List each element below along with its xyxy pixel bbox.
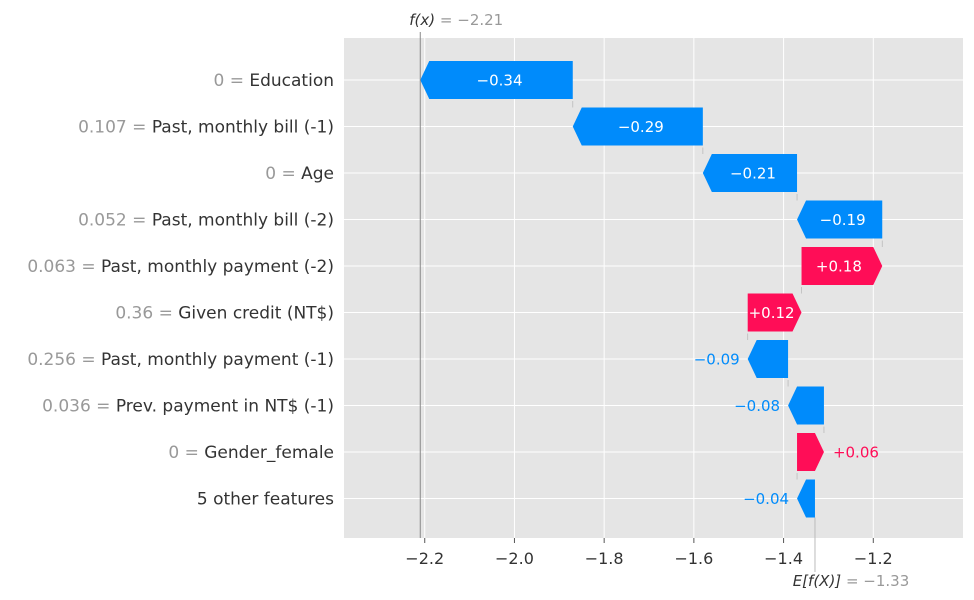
feature-name: Past, monthly bill (-2) [152,211,334,231]
bar-value-label: +0.18 [816,258,862,276]
feature-value: 0.063 = [27,257,101,277]
bar-value-label: +0.12 [749,304,795,322]
negative-contribution-bar [572,107,703,146]
positive-contribution-bar [801,247,883,285]
negative-contribution-bar [797,200,883,239]
x-tick-label: −1.6 [674,549,713,568]
fx-annotation: f(x) = −2.21 [409,11,503,29]
feature-value: 0.256 = [27,350,101,370]
feature-value: 0.036 = [42,397,116,417]
feature-value: 0 = [213,71,249,91]
x-tick-label: −1.4 [764,549,803,568]
negative-contribution-bar [702,154,798,192]
feature-name: Given credit (NT$) [178,304,334,324]
feature-name: Past, monthly payment (-2) [101,257,334,277]
feature-name: Age [301,164,334,184]
feature-label: 0 = Gender_female [168,443,334,463]
feature-label: 0.256 = Past, monthly payment (-1) [27,350,334,370]
feature-label: 0.063 = Past, monthly payment (-2) [27,257,334,277]
feature-value: 0.052 = [78,211,152,231]
negative-contribution-bar [788,386,824,425]
ex-value: = −1.33 [846,572,909,590]
connectors [572,101,883,480]
bar-value-label: +0.06 [833,444,879,462]
feature-label: 0.107 = Past, monthly bill (-1) [78,118,334,138]
feature-value: 0.107 = [78,118,152,138]
negative-contribution-bar [797,479,815,518]
feature-label: 0 = Age [265,164,334,184]
bar-value-label: −0.29 [618,118,664,136]
bar-value-label: −0.08 [734,397,780,415]
feature-value: 0.36 = [115,304,178,324]
x-tick-label: −1.8 [585,549,624,568]
x-tick-label: −1.2 [854,549,893,568]
negative-contribution-bar [420,61,573,99]
x-axis: −2.2 −2.0 −1.8 −1.6 −1.4 −1.2 [405,538,893,568]
x-tick-label: −2.0 [495,549,534,568]
negative-contribution-bar [747,340,789,378]
bar-value-label: −0.21 [730,165,776,183]
feature-label: 5 other features [197,490,334,510]
feature-value: 0 = [265,164,301,184]
feature-label: 0.36 = Given credit (NT$) [115,304,334,324]
feature-name: 5 other features [197,490,334,510]
bars: −0.34 −0.29 −0.21 −0.19 +0.18 +0.12 −0.09 −0.08… [420,61,883,518]
feature-name: Prev. payment in NT$ (-1) [116,397,334,417]
fx-value: = −2.21 [440,11,503,29]
feature-name: Gender_female [204,443,334,463]
feature-labels: 0 = Education 0.107 = Past, monthly bill … [27,71,334,510]
bar-value-label: −0.04 [743,490,789,508]
feature-label: 0.052 = Past, monthly bill (-2) [78,211,334,231]
ex-label: E[f(X)] [793,572,842,590]
positive-contribution-bar [747,293,802,332]
feature-label: 0 = Education [213,71,334,91]
expected-value-annotation: E[f(X)] = −1.33 [793,572,910,590]
feature-name: Past, monthly bill (-1) [152,118,334,138]
feature-name: Past, monthly payment (-1) [101,350,334,370]
gridlines [344,38,963,538]
bar-value-label: −0.34 [477,72,523,90]
fx-label: f(x) [409,11,435,29]
bar-value-label: −0.09 [694,351,740,369]
bar-value-label: −0.19 [820,211,866,229]
feature-label: 0.036 = Prev. payment in NT$ (-1) [42,397,334,417]
positive-contribution-bar [797,433,824,471]
feature-name: Education [249,71,334,91]
x-tick-label: −2.2 [405,549,444,568]
feature-value: 0 = [168,443,204,463]
